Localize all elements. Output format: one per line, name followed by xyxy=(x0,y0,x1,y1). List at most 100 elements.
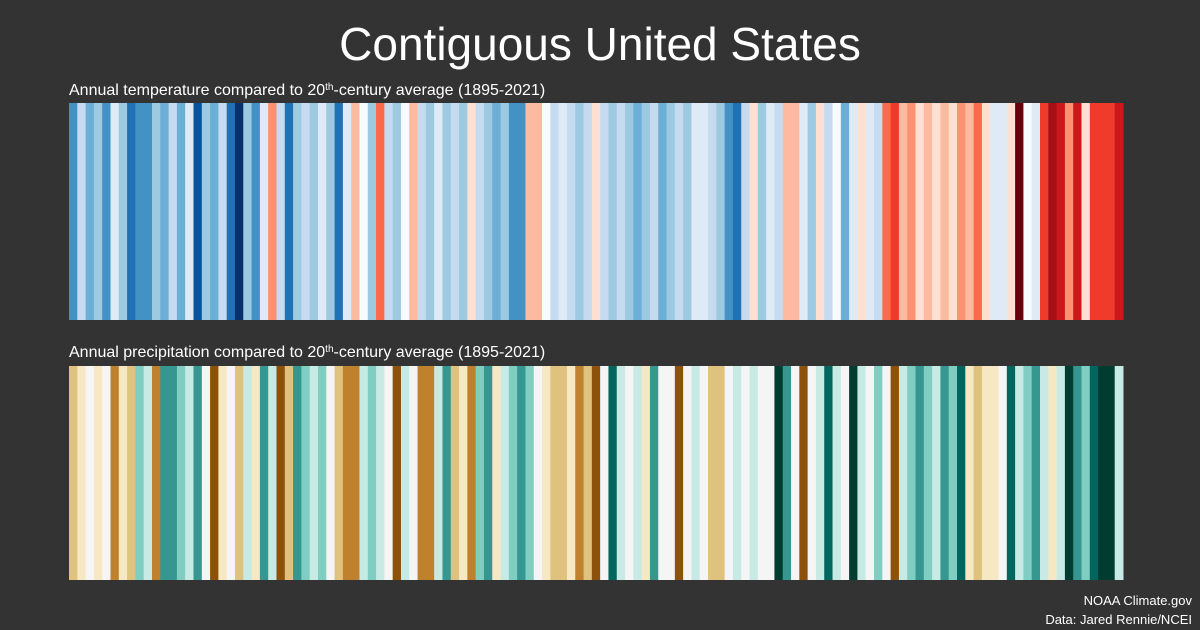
stripe xyxy=(259,103,269,320)
stripe xyxy=(326,366,336,580)
stripe xyxy=(434,366,443,580)
stripe xyxy=(367,103,377,320)
stripe xyxy=(1106,103,1116,320)
stripe xyxy=(417,103,427,320)
stripe xyxy=(1114,103,1124,320)
stripe xyxy=(658,366,668,580)
stripe xyxy=(367,366,377,580)
stripe xyxy=(824,103,834,320)
stripe xyxy=(973,366,983,580)
stripe xyxy=(832,103,842,320)
stripe xyxy=(467,103,477,320)
stripe xyxy=(658,103,668,320)
subtitle-part: Annual precipitation compared to 20 xyxy=(69,344,325,361)
stripe xyxy=(865,103,875,320)
stripe xyxy=(591,103,601,320)
stripe xyxy=(93,366,103,580)
stripe xyxy=(882,103,892,320)
stripe xyxy=(77,103,87,320)
stripe xyxy=(1106,366,1116,580)
stripe xyxy=(218,103,228,320)
stripe xyxy=(168,103,178,320)
stripe xyxy=(1056,103,1066,320)
stripe xyxy=(791,103,800,320)
stripe xyxy=(259,366,269,580)
stripe xyxy=(898,366,908,580)
stripe xyxy=(1089,366,1099,580)
stripe xyxy=(990,366,1000,580)
stripe xyxy=(1023,103,1033,320)
stripe xyxy=(176,366,186,580)
stripe xyxy=(342,103,352,320)
stripe xyxy=(583,366,593,580)
stripe xyxy=(1081,366,1091,580)
stripe xyxy=(625,366,634,580)
stripe xyxy=(998,366,1008,580)
stripe xyxy=(683,366,692,580)
stripe xyxy=(1006,366,1016,580)
stripe xyxy=(774,103,784,320)
stripe xyxy=(691,366,701,580)
stripe xyxy=(1015,103,1024,320)
stripe xyxy=(981,103,991,320)
stripe xyxy=(608,103,618,320)
stripe xyxy=(923,103,933,320)
stripe xyxy=(251,103,261,320)
subtitle-part: -century average (1895-2021) xyxy=(334,82,546,99)
stripe xyxy=(666,103,676,320)
stripe xyxy=(1081,103,1091,320)
stripe xyxy=(874,103,883,320)
stripe xyxy=(757,366,767,580)
subtitle-part: th xyxy=(325,82,333,93)
stripe xyxy=(799,103,809,320)
stripe xyxy=(699,103,709,320)
stripe xyxy=(351,366,360,580)
stripe xyxy=(724,366,734,580)
stripe xyxy=(965,366,975,580)
stripe xyxy=(857,366,867,580)
stripe xyxy=(1064,103,1074,320)
stripe xyxy=(301,103,311,320)
stripe xyxy=(1056,366,1066,580)
stripe xyxy=(118,366,128,580)
stripe xyxy=(201,103,211,320)
stripe xyxy=(176,103,186,320)
stripe xyxy=(309,366,319,580)
stripe xyxy=(1015,366,1024,580)
stripe xyxy=(940,366,950,580)
stripe xyxy=(757,103,767,320)
stripe xyxy=(741,103,751,320)
stripe xyxy=(193,366,203,580)
stripe xyxy=(234,103,244,320)
stripe xyxy=(533,366,543,580)
stripe xyxy=(849,366,858,580)
stripe xyxy=(716,103,726,320)
chart-subtitle: Annual temperature compared to 20th-cent… xyxy=(69,82,545,100)
stripe xyxy=(957,366,966,580)
stripe xyxy=(525,366,535,580)
stripe xyxy=(1031,366,1041,580)
stripe xyxy=(542,103,551,320)
stripe xyxy=(799,366,809,580)
stripe xyxy=(981,366,991,580)
stripe xyxy=(890,366,900,580)
stripe xyxy=(1064,366,1074,580)
stripe xyxy=(442,366,452,580)
stripe xyxy=(708,103,717,320)
stripe xyxy=(558,366,568,580)
stripe xyxy=(566,103,576,320)
stripe xyxy=(243,366,253,580)
stripe xyxy=(1048,103,1058,320)
stripe xyxy=(691,103,701,320)
stripe xyxy=(807,103,817,320)
stripe xyxy=(293,366,302,580)
stripe xyxy=(990,103,1000,320)
stripe xyxy=(309,103,319,320)
stripe xyxy=(210,103,219,320)
stripe xyxy=(185,103,194,320)
stripe xyxy=(317,366,327,580)
stripe xyxy=(766,103,775,320)
stripe xyxy=(151,366,161,580)
stripe xyxy=(566,366,576,580)
